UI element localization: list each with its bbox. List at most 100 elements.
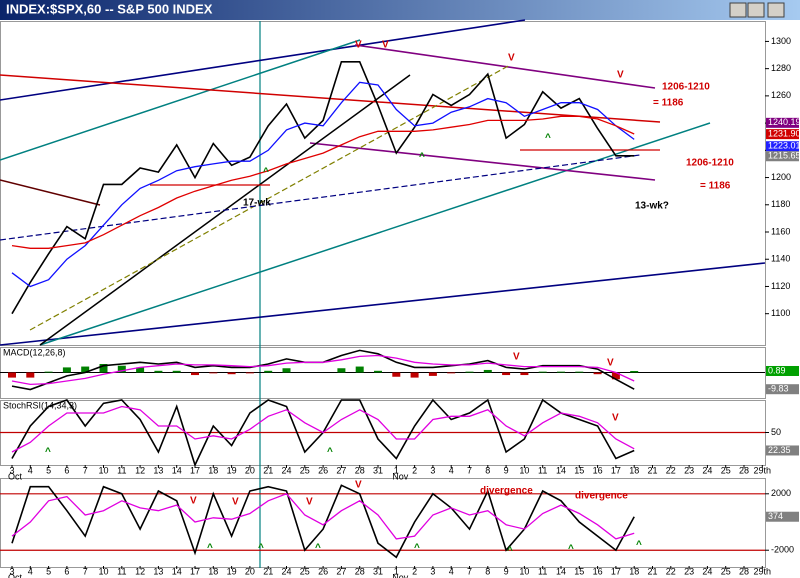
- x-tick-label: 17: [190, 566, 200, 576]
- x-tick-label: 10: [98, 465, 108, 475]
- histogram-bar: [483, 369, 492, 373]
- x-tick-label: 25: [721, 566, 731, 576]
- histogram-bar: [81, 366, 90, 373]
- value-badge: [766, 151, 799, 162]
- histogram-bar: [410, 372, 419, 378]
- x-tick-label: 17: [611, 566, 621, 576]
- window-buttons[interactable]: [729, 2, 785, 18]
- annotation: divergence: [480, 486, 533, 497]
- x-tick-label: 17: [611, 465, 621, 475]
- histogram-bar: [26, 372, 35, 378]
- trend-lines: [0, 19, 766, 568]
- month-label: Nov: [392, 471, 409, 481]
- x-tick-label: 27: [336, 566, 346, 576]
- x-tick-label: 22: [666, 566, 676, 576]
- series-line: [11, 493, 635, 540]
- x-tick-label: 28: [739, 465, 749, 475]
- x-tick-label: 21: [647, 566, 657, 576]
- annotation: 1206-1210: [686, 158, 734, 169]
- x-tick-label: 23: [684, 465, 694, 475]
- x-tick-label: 28: [355, 465, 365, 475]
- annotation: 17-wk: [243, 198, 271, 209]
- y-tick-label: 2000: [771, 488, 791, 498]
- y-tick-label: -2000: [771, 545, 794, 555]
- x-tick-label: 12: [135, 465, 145, 475]
- annotation: V: [612, 413, 619, 424]
- x-tick-label: 18: [629, 465, 639, 475]
- y-tick-label: 1260: [771, 90, 791, 100]
- histogram-bar: [117, 365, 126, 373]
- value-badge-label: -9.83: [768, 384, 789, 394]
- value-badge-label: 22.35: [768, 445, 791, 455]
- histogram-bar: [245, 372, 254, 374]
- annotation: V: [306, 497, 313, 508]
- x-tick-label: 24: [702, 566, 712, 576]
- x-tick-label: 28: [355, 566, 365, 576]
- histogram-bar: [447, 372, 456, 374]
- y-tick-label: 50: [771, 427, 781, 437]
- annotation: ^: [263, 167, 269, 178]
- histogram-bar: [44, 371, 53, 373]
- maximize-button[interactable]: [747, 2, 765, 18]
- annotation: 13-wk?: [635, 201, 669, 212]
- x-tick-label: 18: [208, 465, 218, 475]
- x-tick-label: 10: [519, 465, 529, 475]
- value-badge: [766, 511, 799, 522]
- histogram-bar: [154, 370, 163, 373]
- x-tick-label: 11: [117, 566, 126, 576]
- x-tick-label: 25: [721, 465, 731, 475]
- x-tick-label: 12: [135, 566, 145, 576]
- annotation: V: [508, 53, 515, 64]
- x-tick-label: 9: [504, 566, 509, 576]
- x-tick-label: 14: [556, 465, 566, 475]
- annotation: V: [355, 40, 362, 51]
- x-tick-label: 16: [593, 566, 603, 576]
- x-tick-label: 4: [449, 465, 454, 475]
- annotation: ^: [258, 543, 264, 554]
- x-tick-label: 21: [263, 465, 273, 475]
- minimize-button[interactable]: [729, 2, 747, 18]
- value-badge: [766, 384, 799, 395]
- x-tick-label: 4: [28, 566, 33, 576]
- x-tick-label: 11: [538, 566, 547, 576]
- month-label: Oct: [8, 471, 23, 481]
- panel-title: MACD(12,26,8): [3, 347, 66, 357]
- x-tick-label: 16: [593, 465, 603, 475]
- x-tick-label: 31: [373, 465, 383, 475]
- histogram-bar: [630, 370, 639, 373]
- x-tick-label: 25: [300, 566, 310, 576]
- series-line: [11, 484, 635, 559]
- annotation: ^: [45, 447, 51, 458]
- annotation: divergence: [575, 491, 628, 502]
- x-tick-label: 7: [83, 465, 88, 475]
- title-bar: [0, 0, 800, 20]
- x-tick-label: 28: [739, 566, 749, 576]
- month-label: Nov: [392, 572, 409, 578]
- histogram-bar: [520, 372, 529, 376]
- x-tick-label: 8: [485, 465, 490, 475]
- value-badge-label: 1240.19: [768, 117, 800, 127]
- x-tick-label: 24: [281, 566, 291, 576]
- histogram-bar: [172, 370, 181, 373]
- histogram-bar: [337, 368, 346, 373]
- y-tick-label: 1100: [771, 308, 790, 318]
- panel-frames: [0, 21, 766, 568]
- y-tick-label: 1200: [771, 172, 791, 182]
- series-line: [11, 81, 635, 288]
- series-line: [11, 354, 635, 386]
- y-tick-label: 1280: [771, 63, 791, 73]
- x-tick-label: 4: [28, 465, 33, 475]
- annotation: ^: [545, 133, 551, 144]
- x-tick-label: 9: [504, 465, 509, 475]
- x-tick-label: 26: [318, 566, 328, 576]
- close-button[interactable]: [767, 2, 785, 18]
- y-tick-label: 1300: [771, 36, 791, 46]
- histogram-bar: [502, 372, 511, 376]
- annotation: V: [513, 352, 520, 363]
- histogram-bar: [355, 366, 364, 373]
- panel-title: StochRSI(14,34,3): [3, 400, 77, 410]
- histogram-bar: [593, 372, 602, 375]
- value-badge: [766, 129, 799, 140]
- x-tick-label: 14: [172, 465, 182, 475]
